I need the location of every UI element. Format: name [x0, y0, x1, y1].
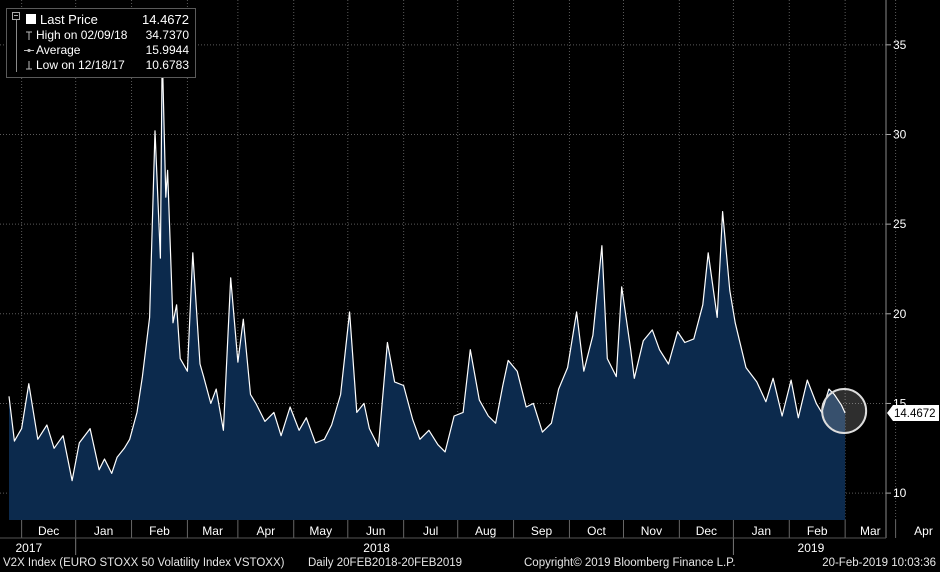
legend-last-price-label: Last Price — [40, 12, 98, 27]
x-month-labels: Dec Jan Feb Mar Apr May Jun Jul Aug Sep Oct Nov Dec J… — [38, 524, 933, 538]
legend-tree-line — [16, 20, 17, 72]
x-month-label: Apr — [914, 524, 933, 538]
y-tick-label: 35 — [893, 38, 907, 52]
x-month-label: Sep — [531, 524, 553, 538]
footer-index-name: V2X Index (EURO STOXX 50 Volatility Inde… — [3, 557, 285, 569]
y-tick-label: 30 — [893, 127, 907, 141]
x-gridlines — [21, 0, 897, 538]
footer-range: Daily 20FEB2018-20FEB2019 — [308, 557, 463, 569]
price-area — [9, 50, 846, 520]
y-tick-label: 20 — [893, 307, 907, 321]
x-year-label: 2019 — [798, 541, 825, 555]
x-month-label: Oct — [587, 524, 606, 538]
legend-high-label: High on 02/09/18 — [36, 28, 128, 42]
last-price-tag-text: 14.4672 — [894, 408, 936, 420]
y-tick-label: 25 — [893, 217, 907, 231]
last-price-tag: 14.4672 — [887, 405, 939, 422]
last-price-marker — [821, 388, 868, 435]
legend-low-label: Low on 12/18/17 — [36, 58, 125, 72]
collapse-icon[interactable] — [12, 12, 20, 20]
x-month-label: Feb — [807, 524, 828, 538]
last-price-swatch-icon — [26, 14, 36, 24]
x-year-labels: 2017 2018 2019 — [0, 537, 886, 555]
x-month-label: Dec — [696, 524, 717, 538]
x-year-label: 2018 — [363, 541, 390, 555]
legend-average-label: Average — [36, 43, 81, 57]
footer-timestamp: 20-Feb-2019 10:03:36 — [822, 557, 936, 569]
last-price-tag-bg — [887, 405, 939, 422]
legend-row-average: Average 15.9944 — [7, 43, 195, 58]
x-month-label: Jan — [94, 524, 113, 538]
y-tick-label: 10 — [893, 486, 907, 500]
x-month-label: May — [309, 524, 332, 538]
price-line — [8, 49, 846, 482]
legend-last-price-value: 14.4672 — [142, 12, 189, 27]
legend-box: Last Price 14.4672 High on 02/09/18 34.7… — [6, 8, 196, 78]
low-marker-icon — [26, 61, 32, 70]
footer-copyright: Copyright© 2019 Bloomberg Finance L.P. — [524, 557, 736, 569]
footer-bar: V2X Index (EURO STOXX 50 Volatility Inde… — [0, 555, 940, 572]
average-marker-icon — [24, 48, 34, 53]
x-year-label: 2017 — [15, 541, 42, 555]
legend-high-value: 34.7370 — [145, 28, 189, 42]
x-month-label: Jan — [752, 524, 771, 538]
x-month-label: Aug — [475, 524, 496, 538]
legend-average-value: 15.9944 — [145, 43, 189, 57]
x-month-label: Mar — [860, 524, 881, 538]
x-month-label: Apr — [256, 524, 275, 538]
legend-row-low: Low on 12/18/17 10.6783 — [7, 58, 195, 73]
x-month-label: Feb — [149, 524, 170, 538]
x-month-label: Jul — [423, 524, 438, 538]
x-month-label: Jun — [366, 524, 385, 538]
legend-row-last-price: Last Price 14.4672 — [7, 12, 195, 27]
x-month-label: Nov — [641, 524, 662, 538]
high-marker-icon — [26, 31, 32, 40]
x-month-label: Dec — [38, 524, 59, 538]
legend-row-high: High on 02/09/18 34.7370 — [7, 28, 195, 43]
x-month-label: Mar — [202, 524, 223, 538]
legend-low-value: 10.6783 — [145, 58, 189, 72]
